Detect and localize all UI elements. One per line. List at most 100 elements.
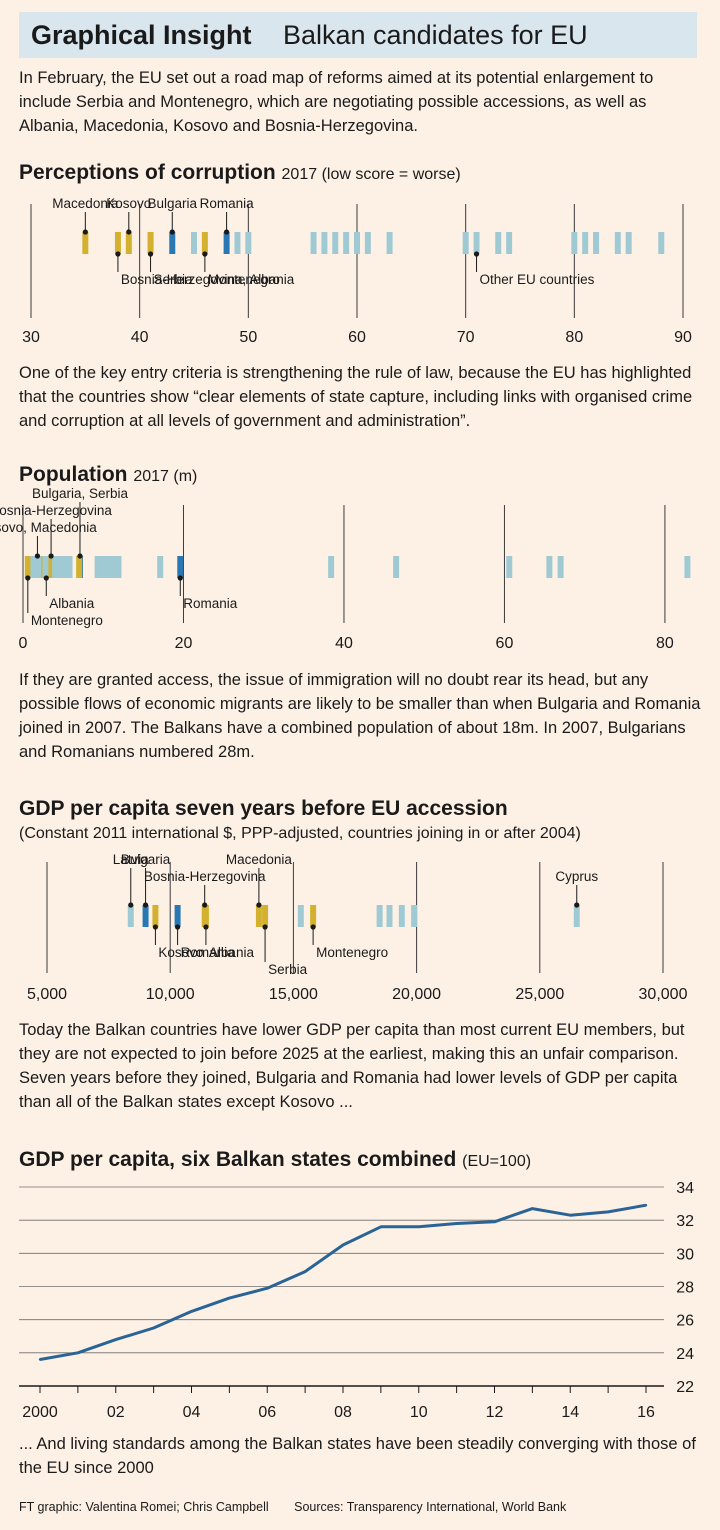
point-label: Romania bbox=[200, 196, 255, 211]
leader-dot bbox=[142, 902, 149, 908]
leader-dot bbox=[262, 924, 268, 930]
point-label: Kosovo, Macedonia bbox=[0, 520, 97, 535]
x-tick-label: 10 bbox=[410, 1404, 428, 1421]
gdp-title: GDP per capita seven years before EU acc… bbox=[19, 797, 508, 820]
series-point bbox=[266, 1286, 269, 1290]
leader-dot bbox=[169, 229, 175, 235]
strip-mark bbox=[234, 232, 241, 254]
tick-label: 10,000 bbox=[146, 986, 195, 1003]
strip-mark bbox=[76, 556, 83, 578]
strip-mark bbox=[58, 556, 65, 578]
point-label: Bosnia-Herzegovina bbox=[144, 869, 266, 884]
series-point bbox=[644, 1204, 648, 1207]
strip-mark bbox=[114, 232, 121, 254]
strip-mark bbox=[82, 232, 89, 254]
tick-label: 40 bbox=[131, 329, 149, 346]
point-label: Cyprus bbox=[555, 869, 598, 884]
point-label: Montenegro bbox=[316, 945, 388, 960]
series-point bbox=[190, 1310, 193, 1313]
strip-mark bbox=[255, 905, 262, 927]
corruption-title-text: Perceptions of corruption bbox=[19, 161, 276, 184]
series-point bbox=[569, 1213, 572, 1217]
x-tick-label: 08 bbox=[334, 1404, 352, 1421]
series-point bbox=[228, 1296, 231, 1300]
intro-text: In February, the EU set out a road map o… bbox=[19, 69, 654, 135]
strip-mark bbox=[152, 905, 159, 927]
gdp-subtitle: (Constant 2011 international $, PPP-adju… bbox=[19, 825, 581, 842]
leader-dot bbox=[202, 251, 208, 257]
leader-dot bbox=[147, 251, 154, 257]
strip-mark bbox=[24, 556, 31, 578]
point-label: Bosnia-Herzegovina bbox=[0, 503, 112, 518]
strip-mark bbox=[115, 556, 122, 578]
strip-mark bbox=[573, 905, 580, 927]
point-label: Serbia bbox=[268, 962, 308, 977]
corruption-chart: 30 40 50 60 70 80 90 Macedonia Bosnia-Herzegovin… bbox=[22, 196, 692, 346]
strip-mark bbox=[105, 556, 112, 578]
point-label: Macedonia bbox=[226, 852, 293, 867]
strip-mark bbox=[94, 556, 101, 578]
line-chart: 22 24 26 28 30 32 34 2000 02 04 06 08 10 12 14 16 bbox=[19, 1180, 694, 1421]
point-label: Bosnia-Herzegovina, Albania bbox=[121, 272, 295, 287]
leader-dot bbox=[115, 251, 121, 257]
population-chart: 0 20 40 60 80 Kosovo, Macedonia Albania Montene… bbox=[0, 486, 691, 652]
strip-mark bbox=[411, 905, 418, 927]
leader-dot bbox=[256, 902, 262, 908]
strip-mark bbox=[191, 232, 197, 254]
leader-dot bbox=[77, 553, 83, 559]
strip-mark bbox=[684, 556, 691, 578]
strip-mark bbox=[201, 232, 208, 254]
tick-label: 80 bbox=[565, 329, 583, 346]
footer-sources: Sources: Transparency International, Wor… bbox=[294, 1500, 567, 1514]
point-label: Kosovo bbox=[106, 196, 151, 211]
series-line bbox=[39, 1203, 647, 1361]
x-tick-label: 2000 bbox=[22, 1404, 58, 1421]
x-tick-label: 02 bbox=[107, 1404, 125, 1421]
point-label: Other EU countries bbox=[480, 272, 595, 287]
leader-dot bbox=[224, 229, 230, 235]
series-point bbox=[455, 1222, 458, 1225]
line-subtitle: (EU=100) bbox=[462, 1153, 532, 1170]
x-tick-label: 16 bbox=[637, 1404, 655, 1421]
y-tick-label: 22 bbox=[676, 1379, 694, 1396]
gdp-chart: 5,000 10,000 15,000 20,000 25,000 30,000 Latvi… bbox=[27, 852, 688, 1003]
point-label: Montenegro bbox=[31, 613, 103, 628]
strip-mark bbox=[321, 232, 328, 254]
point-label: Albania bbox=[49, 596, 95, 611]
y-tick-label: 26 bbox=[676, 1313, 694, 1330]
strip-mark bbox=[262, 905, 269, 927]
point-label: Kosovo bbox=[158, 945, 203, 960]
y-tick-label: 34 bbox=[676, 1180, 694, 1197]
series-point bbox=[152, 1326, 155, 1330]
leader-dot bbox=[203, 924, 209, 930]
strip-mark bbox=[110, 556, 117, 578]
point-label: Romania bbox=[183, 596, 238, 611]
strip-mark bbox=[343, 232, 350, 254]
strip-mark bbox=[310, 232, 317, 254]
strip-mark bbox=[546, 556, 553, 578]
tick-label: 60 bbox=[496, 635, 514, 652]
strip-mark bbox=[473, 232, 480, 254]
strip-mark bbox=[169, 232, 176, 254]
strip-mark bbox=[245, 232, 252, 254]
y-tick-label: 28 bbox=[676, 1280, 694, 1297]
strip-mark bbox=[386, 905, 393, 927]
tick-label: 60 bbox=[348, 329, 366, 346]
population-subtitle: 2017 (m) bbox=[133, 468, 198, 485]
strip-mark bbox=[54, 556, 61, 578]
strip-mark bbox=[127, 905, 134, 927]
strip-mark bbox=[506, 232, 513, 254]
y-tick-label: 32 bbox=[676, 1213, 694, 1230]
strip-mark bbox=[364, 232, 371, 254]
strip-mark bbox=[393, 556, 400, 578]
strip-mark bbox=[332, 232, 339, 254]
series-point bbox=[38, 1358, 42, 1361]
tick-label: 20,000 bbox=[392, 986, 441, 1003]
leader-dot bbox=[34, 553, 41, 559]
tick-label: 40 bbox=[335, 635, 353, 652]
point-label: Latvia bbox=[113, 852, 150, 867]
leader-dot bbox=[48, 553, 54, 559]
leader-dot bbox=[473, 251, 480, 257]
line-text: ... And living standards among the Balka… bbox=[19, 1435, 696, 1477]
